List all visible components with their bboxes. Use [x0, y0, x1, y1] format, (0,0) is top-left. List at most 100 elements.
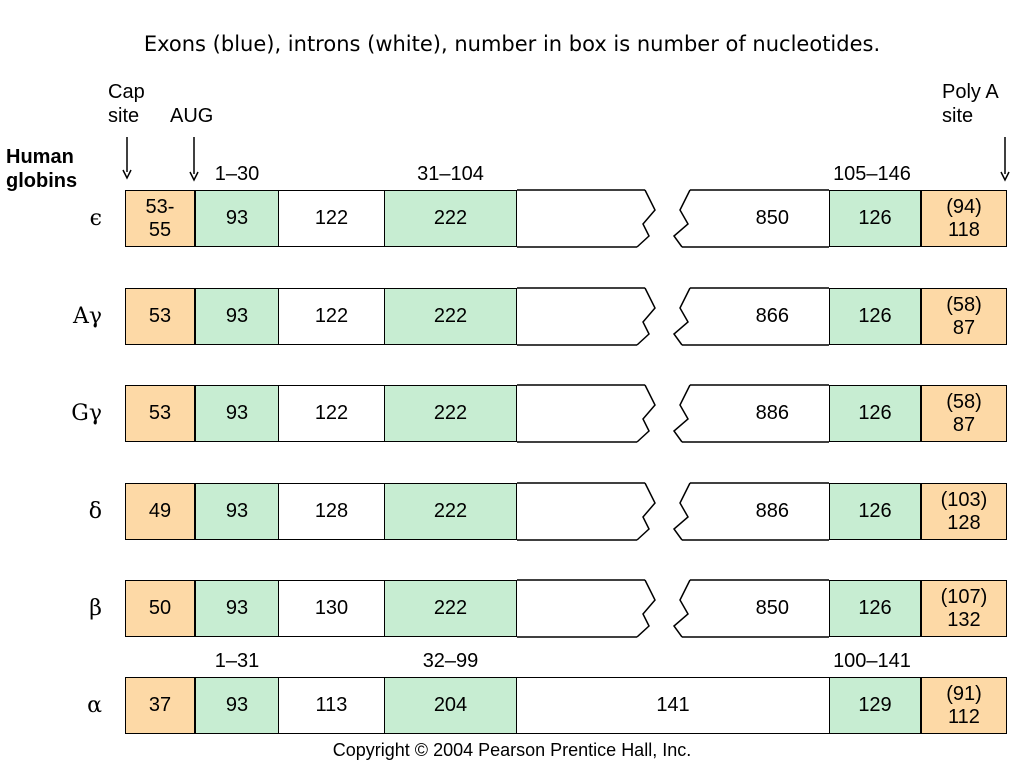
utr5-box-value: 53- 55 — [145, 195, 175, 241]
cap-site-label: Cap site — [108, 81, 145, 127]
intron2-box-value: 141 — [656, 694, 690, 716]
exon2-box: 222 — [384, 483, 517, 540]
intron2-box-value: 886 — [755, 402, 789, 424]
exon2-box: 222 — [384, 580, 517, 637]
intron1-box-value: 122 — [314, 305, 349, 327]
intron2-box-value: 850 — [755, 207, 789, 229]
exon3-box: 126 — [829, 483, 921, 540]
globin-name-label: Gγ — [71, 400, 102, 426]
utr3-box-value: (58) 87 — [946, 390, 982, 436]
intron1-box: 122 — [279, 385, 384, 442]
utr5-box: 53- 55 — [125, 190, 195, 247]
copyright: Copyright © 2004 Pearson Prentice Hall, … — [332, 740, 692, 760]
intron2-box-value: 866 — [755, 305, 789, 327]
intron1-box: 122 — [279, 288, 384, 345]
human-globins-label: Human globins — [6, 146, 78, 192]
aug-label: AUG — [170, 105, 214, 127]
intron2-box: 141 — [517, 677, 829, 734]
exon3-box-value: 126 — [858, 402, 892, 424]
globin-name-label: ϵ — [89, 205, 102, 231]
cap-site-arrow-head-icon — [122, 169, 132, 180]
intron1-box: 130 — [279, 580, 384, 637]
exon3-box-value: 126 — [858, 597, 892, 619]
utr3-box-value: (103) 128 — [940, 488, 988, 534]
utr3-box: (91) 112 — [921, 677, 1007, 734]
exon1-box: 93 — [195, 190, 279, 247]
utr5-box: 37 — [125, 677, 195, 734]
globin-name-label: α — [87, 692, 102, 718]
diagram-title: Exons (blue), introns (white), number in… — [143, 32, 881, 56]
exon1-box-value: 93 — [225, 207, 249, 229]
intron2-box-value: 850 — [755, 597, 789, 619]
exon1-box-value: 93 — [225, 305, 249, 327]
exon1-box-value: 93 — [225, 694, 249, 716]
intron1-box-value: 122 — [314, 207, 349, 229]
intron1-box: 122 — [279, 190, 384, 247]
utr3-box-value: (94) 118 — [946, 195, 982, 241]
exon1-box: 93 — [195, 483, 279, 540]
utr3-box: (58) 87 — [921, 385, 1007, 442]
intron2-box: 866 — [680, 288, 829, 345]
utr5-box: 53 — [125, 288, 195, 345]
range-exon1-alpha: 1–31 — [214, 650, 260, 672]
exon1-box: 93 — [195, 288, 279, 345]
utr5-box: 50 — [125, 580, 195, 637]
utr3-box-value: (107) 132 — [940, 585, 988, 631]
utr3-box-value: (91) 112 — [946, 682, 982, 728]
utr5-box-value: 53 — [148, 305, 172, 327]
break-left-icon — [636, 287, 656, 346]
intron1-box-value: 128 — [314, 500, 349, 522]
poly-a-arrow-head-icon — [1000, 171, 1010, 182]
exon2-box: 222 — [384, 385, 517, 442]
globin-name-label: δ — [88, 498, 102, 524]
utr5-box: 53 — [125, 385, 195, 442]
intron2-box: 850 — [680, 580, 829, 637]
exon2-box-value: 222 — [433, 500, 468, 522]
exon1-box-value: 93 — [225, 500, 249, 522]
intron1-box-value: 130 — [314, 597, 349, 619]
exon2-box-value: 204 — [433, 694, 468, 716]
exon3-box-value: 129 — [858, 694, 892, 716]
utr3-box-value: (58) 87 — [946, 293, 982, 339]
exon2-box: 222 — [384, 190, 517, 247]
intron2-box: 886 — [680, 483, 829, 540]
exon2-box-value: 222 — [433, 305, 468, 327]
intron2-box-value: 886 — [755, 500, 789, 522]
exon2-box: 204 — [384, 677, 517, 734]
utr3-box: (94) 118 — [921, 190, 1007, 247]
globin-name-label: β — [89, 595, 102, 621]
globin-name-label: Aγ — [72, 303, 102, 329]
utr5-box-value: 53 — [148, 402, 172, 424]
exon3-box-value: 126 — [858, 207, 892, 229]
exon3-box: 126 — [829, 580, 921, 637]
exon3-box: 129 — [829, 677, 921, 734]
exon3-box: 126 — [829, 288, 921, 345]
exon2-box-value: 222 — [433, 402, 468, 424]
utr5-box-value: 49 — [148, 500, 172, 522]
utr3-box: (103) 128 — [921, 483, 1007, 540]
intron1-box: 113 — [279, 677, 384, 734]
exon1-box: 93 — [195, 385, 279, 442]
range-exon3-alpha: 100–141 — [833, 650, 911, 672]
exon1-box: 93 — [195, 677, 279, 734]
intron2-box: 850 — [680, 190, 829, 247]
poly-a-site-label: Poly A site — [942, 81, 999, 127]
exon3-box: 126 — [829, 190, 921, 247]
intron1-box-value: 113 — [315, 694, 348, 716]
exon1-box: 93 — [195, 580, 279, 637]
utr5-box: 49 — [125, 483, 195, 540]
break-left-icon — [636, 579, 656, 638]
exon2-box: 222 — [384, 288, 517, 345]
exon2-box-value: 222 — [433, 207, 468, 229]
intron1-box-value: 122 — [314, 402, 349, 424]
exon1-box-value: 93 — [225, 597, 249, 619]
exon3-box: 126 — [829, 385, 921, 442]
utr5-box-value: 37 — [148, 694, 172, 716]
utr3-box: (58) 87 — [921, 288, 1007, 345]
range-exon2-alpha: 32–99 — [422, 650, 479, 672]
break-left-icon — [636, 384, 656, 443]
intron1-box: 128 — [279, 483, 384, 540]
utr5-box-value: 50 — [148, 597, 172, 619]
exon2-box-value: 222 — [433, 597, 468, 619]
range-exon3-top: 105–146 — [833, 163, 911, 185]
